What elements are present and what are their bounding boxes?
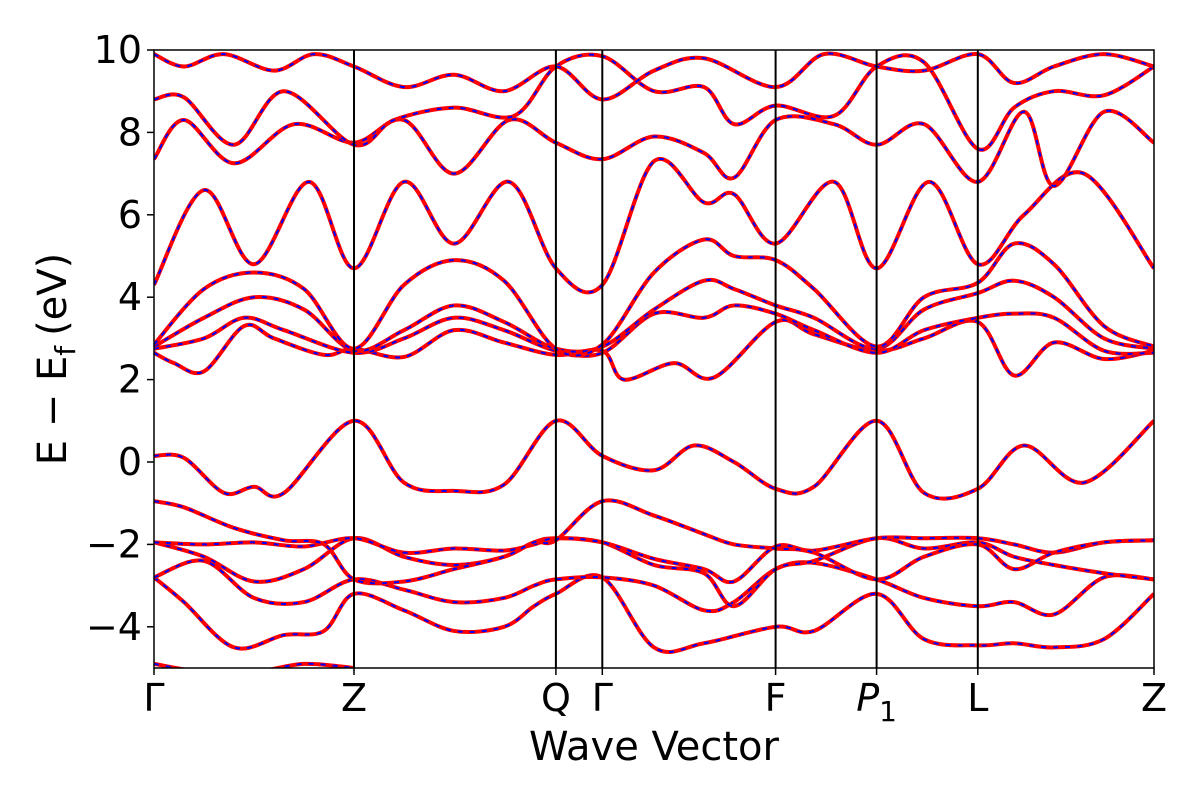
kpoint-divider-lines xyxy=(353,50,979,668)
band-line-6-blue-dashed xyxy=(154,419,1154,500)
x-tick-label-5-sub: 1 xyxy=(879,695,897,728)
y-tick-label-2: 0 xyxy=(118,440,142,484)
y-tick-label-6: 8 xyxy=(118,110,142,154)
plot-frame xyxy=(153,49,1155,669)
y-tick-label-4: 4 xyxy=(118,275,142,319)
band-line-4-blue-dashed xyxy=(154,536,1154,584)
band-line-7-blue-dashed xyxy=(154,319,1154,381)
band-line-1-blue-dashed xyxy=(154,574,1154,653)
y-tick-label-1: −2 xyxy=(86,522,142,566)
band-line-8-red xyxy=(154,303,1154,358)
band-line-12-blue-dashed xyxy=(154,109,1154,187)
x-tick-label-6: L xyxy=(967,676,988,720)
x-tick-label-3: Γ xyxy=(592,676,613,720)
y-tick-label-0: −4 xyxy=(86,605,142,649)
y-tick-label-7: 10 xyxy=(94,28,142,72)
band-line-0-red xyxy=(154,661,355,668)
y-axis-title-unit: (eV) xyxy=(30,253,76,336)
band-line-5-red xyxy=(154,498,1154,586)
band-line-10-red xyxy=(154,237,1154,358)
y-tick-label-3: 2 xyxy=(118,358,142,402)
x-tick-label-5-main: P xyxy=(856,676,879,720)
x-tick-label-0: Γ xyxy=(143,676,164,720)
x-axis: Γ Z Q Γ F P1 L Z xyxy=(143,668,1167,728)
y-axis-title-subscript: f xyxy=(49,345,82,356)
x-tick-label-7: Z xyxy=(1141,676,1167,720)
y-axis-title: E − Ef (eV) xyxy=(30,253,82,466)
y-tick-label-5: 6 xyxy=(118,193,142,237)
x-tick-label-2: Q xyxy=(541,676,571,720)
band-line-13-blue-dashed xyxy=(154,53,1154,151)
band-line-3-blue-dashed xyxy=(154,537,1154,608)
band-line-11-blue-dashed xyxy=(154,157,1154,294)
band-line-9-blue-dashed xyxy=(154,278,1154,353)
band-lines xyxy=(154,51,1154,668)
x-tick-label-1: Z xyxy=(341,676,367,720)
band-line-2-blue-dashed xyxy=(154,559,1154,617)
band-line-14-red xyxy=(154,51,1154,102)
x-tick-label-4: F xyxy=(765,676,787,720)
y-axis: −4 −2 0 2 4 6 8 10 xyxy=(86,28,154,649)
x-tick-label-5: P1 xyxy=(856,676,897,728)
y-axis-title-main: E − E xyxy=(30,356,76,466)
x-axis-title: Wave Vector xyxy=(529,724,780,770)
